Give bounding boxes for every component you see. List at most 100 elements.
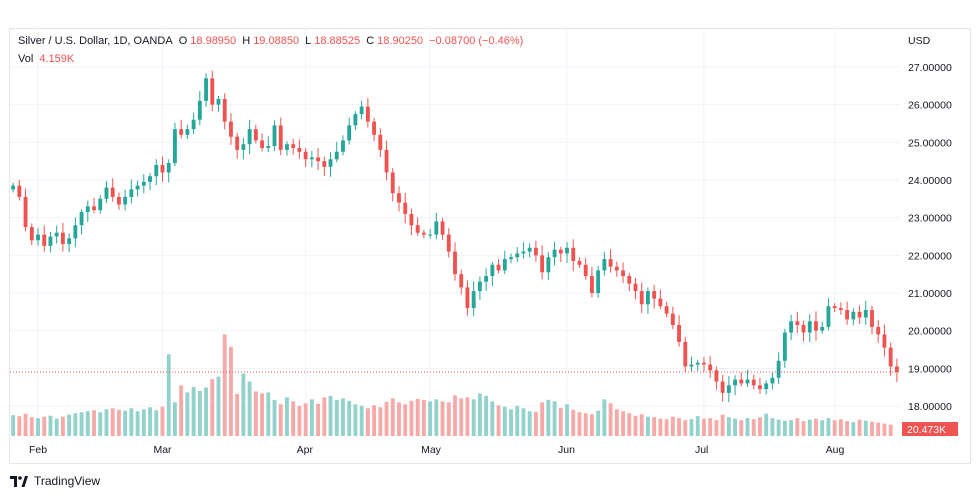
volume-bar <box>838 419 843 436</box>
candle-body <box>814 321 818 331</box>
volume-bar <box>484 395 489 436</box>
candle-body <box>303 151 308 160</box>
volume-bar <box>708 418 713 436</box>
volume-bar <box>390 398 395 436</box>
volume-bar <box>235 393 240 436</box>
volume-bar <box>334 399 339 436</box>
candle-body <box>776 360 781 378</box>
volume-bar <box>789 420 794 436</box>
volume-bar <box>459 398 464 436</box>
candle-body <box>378 134 383 150</box>
volume-bar <box>272 399 277 436</box>
close-value: 18.90250 <box>377 35 424 47</box>
time-axis[interactable]: Feb Mar Apr May Jun Jul Aug <box>29 444 844 456</box>
volume-bar <box>353 404 358 436</box>
candle-body <box>583 264 588 277</box>
volume-bar <box>160 406 165 436</box>
candle-body <box>702 362 706 365</box>
candle-body <box>272 125 277 147</box>
candle-body <box>502 259 507 271</box>
candle-body <box>726 385 731 393</box>
candle-body <box>677 325 681 342</box>
volume-bar <box>527 411 532 436</box>
volume-bar <box>589 414 594 436</box>
volume-bar <box>85 411 90 436</box>
volume-bar <box>596 410 601 436</box>
currency-label: USD <box>908 35 931 47</box>
candle-body <box>751 379 756 386</box>
volume-bar <box>751 419 756 436</box>
candle-body <box>546 257 551 273</box>
volume-bar <box>316 403 321 436</box>
candle-body <box>876 326 881 335</box>
volume-bar <box>639 414 644 436</box>
volume-bar <box>832 420 837 436</box>
volume-bar <box>328 395 333 436</box>
ohlc-legend: Silver / U.S. Dollar, 1D, OANDA O 18.9895… <box>18 35 526 47</box>
volume-bar <box>297 405 302 436</box>
volume-bar <box>67 414 72 436</box>
volume-bar <box>633 415 638 436</box>
candle-body <box>446 234 451 252</box>
candle-body <box>658 298 663 307</box>
price-axis[interactable]: USD 27.00000 26.00000 25.00000 24.00000 23.0… <box>908 35 952 413</box>
candle-body <box>720 381 725 393</box>
candle-body <box>17 185 22 197</box>
candle-body <box>365 106 370 122</box>
volume-bar <box>739 420 744 436</box>
candle-body <box>229 121 233 137</box>
x-tick-label: Aug <box>826 444 845 456</box>
candle-body <box>60 232 65 245</box>
candle-body <box>627 276 632 284</box>
candle-body <box>552 249 557 258</box>
volume-bar <box>646 416 650 436</box>
candle-body <box>894 366 899 373</box>
candle-body <box>614 266 619 271</box>
volume-bar <box>695 416 700 436</box>
volume-bar <box>48 415 53 436</box>
candle-body <box>857 311 862 318</box>
symbol-title[interactable]: Silver / U.S. Dollar, 1D, OANDA <box>18 35 173 47</box>
candle-body <box>708 364 713 371</box>
candle-body <box>104 187 109 199</box>
candle-body <box>571 247 576 261</box>
volume-bar <box>670 416 675 436</box>
candle-body <box>807 321 812 333</box>
close-label: C <box>366 35 375 47</box>
volume-bar <box>179 385 184 436</box>
candle-body <box>372 121 377 135</box>
candle-body <box>851 311 856 320</box>
candle-body <box>695 362 700 365</box>
volume-bar <box>814 418 818 436</box>
volume-bar <box>502 406 507 436</box>
volume-bar <box>770 418 775 436</box>
tradingview-logo-icon[interactable] <box>10 475 28 487</box>
volume-bar <box>546 399 551 436</box>
volume-bar <box>92 410 96 436</box>
volume-bar <box>384 401 389 436</box>
candle-body <box>646 291 650 305</box>
volume-bar <box>403 404 408 436</box>
candlesticks[interactable] <box>11 70 899 403</box>
candle-body <box>434 221 439 235</box>
candle-body <box>353 114 358 126</box>
candle-body <box>533 247 538 256</box>
volume-bar <box>876 422 881 436</box>
candle-body <box>745 379 750 384</box>
volume-bar <box>571 409 576 436</box>
volume-bar <box>291 401 296 436</box>
candle-body <box>484 276 489 282</box>
volume-bar <box>851 422 856 436</box>
footer: TradingView <box>10 474 100 488</box>
candle-body <box>714 370 719 382</box>
candle-body <box>297 147 302 152</box>
candle-body <box>11 185 16 190</box>
volume-bar <box>776 419 781 436</box>
brand-name[interactable]: TradingView <box>34 474 101 488</box>
candle-body <box>820 326 825 331</box>
volume-bar <box>216 376 221 436</box>
volume-bar <box>303 403 308 436</box>
y-tick-label: 21.00000 <box>908 288 952 300</box>
volume-bar <box>658 418 663 436</box>
